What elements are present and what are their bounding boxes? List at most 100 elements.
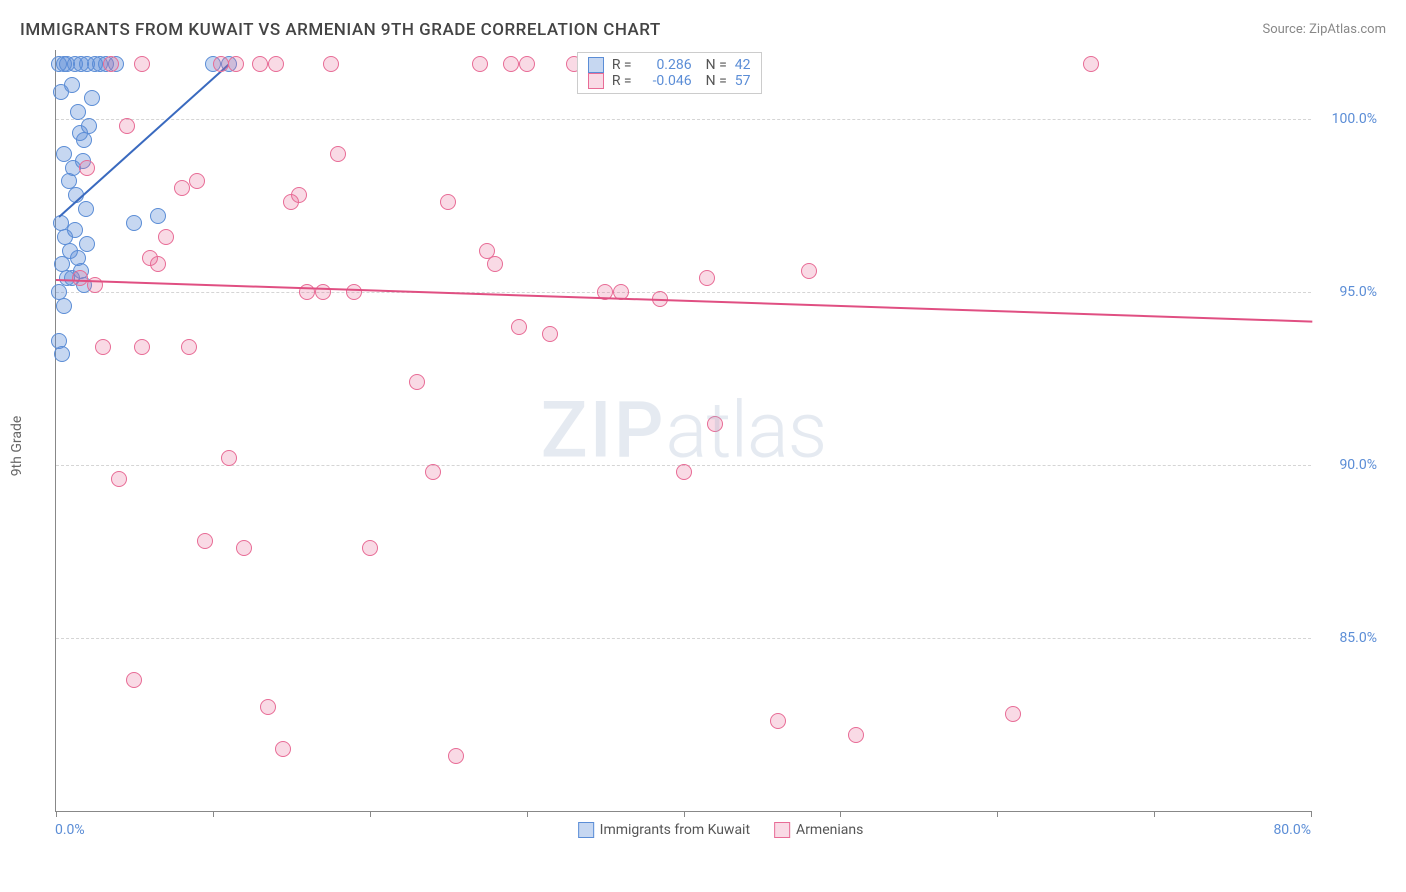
data-point	[213, 56, 229, 72]
data-point	[291, 187, 307, 203]
data-point	[1005, 706, 1021, 722]
data-point	[54, 346, 70, 362]
trend-line	[56, 279, 1312, 323]
data-point	[142, 250, 158, 266]
data-point	[472, 56, 488, 72]
legend-row: R = -0.046 N = 57	[588, 73, 751, 89]
data-point	[70, 104, 86, 120]
x-tick-mark	[56, 811, 57, 817]
x-tick-mark	[527, 811, 528, 817]
legend-swatch	[588, 73, 604, 89]
x-right-tick: 80.0%	[1273, 822, 1311, 838]
data-point	[158, 229, 174, 245]
legend-label: Armenians	[796, 822, 863, 838]
y-tick-label: 95.0%	[1317, 284, 1377, 300]
data-point	[346, 284, 362, 300]
data-point	[150, 208, 166, 224]
data-point	[134, 56, 150, 72]
data-point	[503, 56, 519, 72]
data-point	[197, 533, 213, 549]
data-point	[111, 471, 127, 487]
source-text: Source: ZipAtlas.com	[1262, 22, 1386, 37]
gridline	[56, 119, 1311, 120]
data-point	[511, 319, 527, 335]
n-label: N =	[706, 73, 727, 89]
legend-item: Immigrants from Kuwait	[578, 822, 750, 838]
data-point	[542, 326, 558, 342]
legend-swatch	[774, 822, 790, 838]
watermark: ZIPatlas	[541, 385, 827, 476]
data-point	[79, 236, 95, 252]
data-point	[848, 727, 864, 743]
r-value: 0.286	[640, 57, 692, 73]
data-point	[801, 263, 817, 279]
n-value: 42	[735, 57, 751, 73]
data-point	[268, 56, 284, 72]
data-point	[72, 270, 88, 286]
data-point	[1083, 56, 1099, 72]
data-point	[448, 748, 464, 764]
data-point	[126, 672, 142, 688]
x-tick-mark	[997, 811, 998, 817]
gridline	[56, 638, 1311, 639]
x-tick-mark	[370, 811, 371, 817]
data-point	[221, 450, 237, 466]
data-point	[315, 284, 331, 300]
data-point	[56, 298, 72, 314]
n-value: 57	[735, 73, 751, 89]
y-tick-label: 100.0%	[1317, 111, 1377, 127]
data-point	[362, 540, 378, 556]
data-point	[275, 741, 291, 757]
data-point	[228, 56, 244, 72]
legend-swatch	[578, 822, 594, 838]
x-tick-mark	[213, 811, 214, 817]
data-point	[67, 222, 83, 238]
data-point	[260, 699, 276, 715]
data-point	[323, 56, 339, 72]
data-point	[425, 464, 441, 480]
data-point	[330, 146, 346, 162]
data-point	[64, 77, 80, 93]
data-point	[519, 56, 535, 72]
x-tick-mark	[1154, 811, 1155, 817]
r-label: R =	[612, 57, 632, 73]
legend-stats: R = 0.286 N = 42 R = -0.046 N = 57	[577, 52, 762, 94]
plot-wrap: 9th Grade ZIPatlas R =0.286N =42R =-0.04…	[55, 50, 1386, 842]
legend-label: Immigrants from Kuwait	[600, 822, 750, 838]
data-point	[126, 215, 142, 231]
legend-row: R = 0.286 N = 42	[588, 57, 751, 73]
data-point	[699, 270, 715, 286]
data-point	[487, 256, 503, 272]
data-point	[707, 416, 723, 432]
legend-series: Immigrants from Kuwait Armenians	[578, 822, 864, 838]
data-point	[134, 339, 150, 355]
x-tick-mark	[840, 811, 841, 817]
data-point	[189, 173, 205, 189]
data-point	[79, 160, 95, 176]
legend-item: Armenians	[774, 822, 863, 838]
data-point	[440, 194, 456, 210]
y-axis-label: 9th Grade	[9, 416, 25, 477]
data-point	[174, 180, 190, 196]
y-tick-label: 85.0%	[1317, 630, 1377, 646]
data-point	[119, 118, 135, 134]
x-tick-mark	[684, 811, 685, 817]
chart-title: IMMIGRANTS FROM KUWAIT VS ARMENIAN 9TH G…	[20, 20, 661, 40]
data-point	[676, 464, 692, 480]
data-point	[770, 713, 786, 729]
data-point	[95, 339, 111, 355]
r-label: R =	[612, 73, 632, 89]
data-point	[78, 201, 94, 217]
data-point	[181, 339, 197, 355]
data-point	[236, 540, 252, 556]
plot-area: ZIPatlas R =0.286N =42R =-0.046N =57 85.…	[55, 50, 1311, 812]
legend-swatch	[588, 57, 604, 73]
r-value: -0.046	[640, 73, 692, 89]
y-tick-label: 90.0%	[1317, 457, 1377, 473]
n-label: N =	[706, 57, 727, 73]
data-point	[81, 118, 97, 134]
data-point	[252, 56, 268, 72]
data-point	[103, 56, 119, 72]
data-point	[84, 90, 100, 106]
gridline	[56, 292, 1311, 293]
